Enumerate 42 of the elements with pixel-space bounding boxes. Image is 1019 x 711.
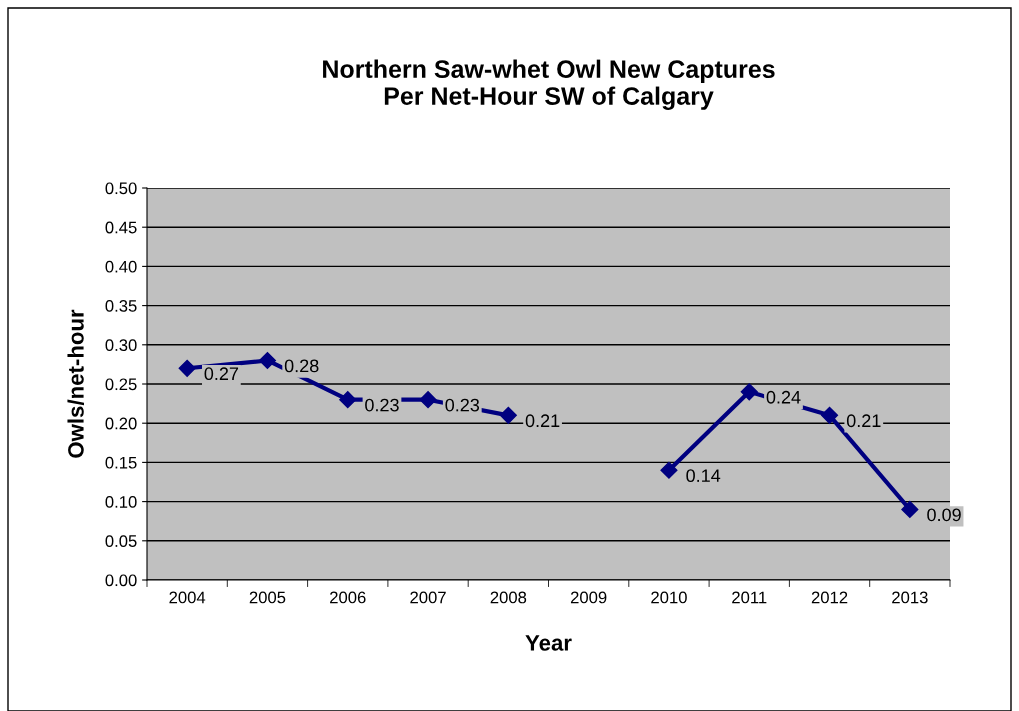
y-tick-label: 0.00: [105, 574, 137, 587]
data-label: 0.09: [927, 508, 961, 522]
y-tick-label: 0.40: [105, 260, 137, 273]
x-tick-label: 2012: [811, 591, 848, 604]
data-label: 0.24: [766, 390, 801, 404]
y-tick-label: 0.35: [105, 300, 137, 312]
y-tick-label: 0.25: [105, 378, 137, 391]
y-tick-label: 0.20: [105, 417, 137, 430]
data-label: 0.21: [846, 414, 881, 428]
y-tick-label: 0.45: [105, 221, 137, 234]
data-label: 0.28: [284, 359, 319, 373]
x-axis-title: Year: [525, 635, 572, 651]
y-tick-label: 0.05: [105, 535, 137, 547]
x-tick-label: 2004: [169, 591, 206, 604]
point: [258, 351, 277, 370]
x-tick-label: 2006: [330, 591, 366, 604]
point: [499, 406, 517, 424]
chart-title: Northern Saw-whet Owl New Captures Per Net-Hour SW of Calgary: [323, 59, 775, 110]
point: [660, 461, 678, 479]
data-label: 0.14: [686, 469, 721, 483]
x-tick-label: 2011: [732, 591, 767, 604]
data-label: 0.23: [365, 398, 399, 412]
y-tick-label: 0.30: [105, 339, 137, 351]
point: [901, 500, 919, 518]
x-tick-label: 2007: [410, 591, 446, 604]
data-label: 0.23: [445, 398, 480, 412]
y-axis-title: Owls/net-hour: [67, 309, 85, 458]
data-label: 0.27: [204, 367, 239, 381]
point: [419, 391, 437, 409]
data-label: 0.21: [525, 414, 560, 428]
point: [178, 359, 196, 377]
x-tick-label: 2009: [570, 591, 607, 604]
y-tick-label: 0.10: [105, 496, 137, 508]
y-tick-label: 0.15: [105, 456, 137, 469]
x-tick-label: 2008: [490, 591, 527, 604]
x-tick-label: 2010: [651, 591, 687, 604]
point: [339, 391, 357, 409]
x-tick-label: 2005: [249, 591, 286, 604]
point: [740, 383, 758, 401]
y-tick-label: 0.50: [105, 182, 137, 195]
point: [820, 406, 839, 424]
x-tick-label: 2013: [892, 591, 928, 604]
